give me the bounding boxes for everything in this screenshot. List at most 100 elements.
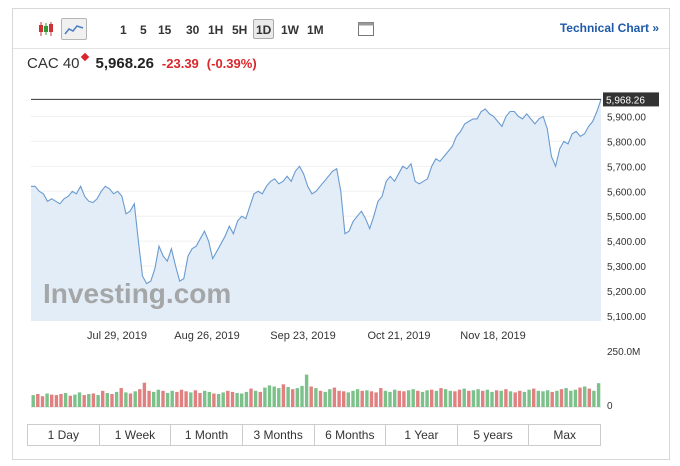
- volume-bar: [323, 391, 327, 407]
- volume-bar: [532, 388, 536, 407]
- volume-bar: [443, 389, 448, 407]
- volume-bar: [499, 390, 503, 407]
- volume-bar: [420, 391, 425, 407]
- volume-bar: [101, 390, 105, 407]
- volume-bar: [383, 390, 388, 407]
- volume-bar: [300, 385, 304, 407]
- volume-bar: [286, 387, 290, 407]
- volume-bar: [295, 388, 299, 407]
- volume-bar: [369, 391, 374, 407]
- volume-bar: [337, 390, 341, 407]
- volume-bar: [494, 390, 499, 407]
- area-chart-icon[interactable]: [61, 18, 87, 40]
- period-selector: 1 Day 1 Week 1 Month 3 Months 6 Months 1 Year…: [27, 424, 601, 446]
- timeframe-5h[interactable]: 5H: [232, 23, 248, 37]
- volume-bar: [569, 390, 573, 407]
- volume-bar: [114, 391, 119, 407]
- volume-bar: [91, 393, 96, 407]
- period-max[interactable]: Max: [553, 428, 577, 442]
- period-1-month[interactable]: 1 Month: [171, 425, 243, 445]
- technical-chart-link[interactable]: Technical Chart »: [559, 21, 659, 35]
- x-tick-label: Jul 29, 2019: [87, 330, 147, 342]
- y-tick-label: 5,400.00: [607, 237, 646, 248]
- candlestick-icon[interactable]: [33, 18, 59, 40]
- period-3-months[interactable]: 3 Months: [243, 425, 315, 445]
- volume-bar: [203, 390, 207, 407]
- volume-bar: [453, 391, 457, 407]
- volume-bar: [365, 390, 369, 407]
- timeframe-1w[interactable]: 1W: [281, 23, 299, 37]
- y-tick-label: 5,700.00: [607, 162, 646, 173]
- volume-bar: [31, 395, 35, 407]
- volume-bar: [124, 392, 128, 407]
- volume-bar: [545, 390, 550, 407]
- y-tick-label: 5,300.00: [607, 262, 646, 273]
- volume-bar: [175, 391, 179, 407]
- period-1-day[interactable]: 1 Day: [28, 425, 100, 445]
- volume-bar: [555, 390, 559, 407]
- volume-bar: [184, 391, 188, 407]
- volume-bar: [342, 391, 346, 407]
- volume-bar: [318, 390, 323, 407]
- volume-bar: [434, 390, 439, 407]
- price-line: [31, 99, 602, 285]
- x-tick-label: Nov 18, 2019: [460, 330, 525, 342]
- volume-bar: [476, 389, 480, 407]
- volume-bar: [216, 394, 221, 407]
- quote-header: CAC 40 5,968.26 -23.39 (-0.39%): [27, 52, 257, 77]
- timeframe-1d[interactable]: 1D: [253, 19, 275, 39]
- volume-bar: [272, 386, 276, 407]
- volume-bar: [462, 388, 466, 407]
- volume-bar: [59, 394, 63, 407]
- volume-bar: [416, 390, 420, 407]
- volume-bar: [281, 384, 286, 407]
- volume-bar: [82, 395, 86, 407]
- volume-bar: [235, 393, 239, 407]
- volume-bar: [96, 395, 100, 407]
- volume-bar: [50, 394, 54, 407]
- volume-bar: [244, 391, 249, 407]
- volume-bar: [332, 387, 337, 407]
- volume-bar: [518, 390, 522, 407]
- volume-bar: [490, 391, 494, 407]
- timeframe-5[interactable]: 5: [140, 23, 147, 37]
- period-1-year[interactable]: 1 Year: [386, 425, 458, 445]
- volume-bar: [527, 389, 531, 407]
- timeframe-1h[interactable]: 1H: [208, 23, 224, 37]
- settings-panel-icon[interactable]: [353, 18, 379, 40]
- volume-bar: [402, 391, 406, 407]
- volume-bar: [161, 390, 165, 407]
- volume-bar: [110, 394, 114, 407]
- timeframe-15[interactable]: 15: [158, 23, 172, 37]
- y-tick-label: 5,800.00: [607, 137, 646, 148]
- timeframe-30[interactable]: 30: [186, 23, 200, 37]
- price-chart[interactable]: 5,100.00 5,200.00 5,300.00 5,400.00 5,500.00…: [13, 85, 669, 421]
- volume-bar: [550, 391, 554, 407]
- volume-bar: [360, 390, 364, 407]
- y-tick-label: 5,500.00: [607, 212, 646, 223]
- instrument-name: CAC 40: [27, 55, 80, 72]
- volume-bar: [263, 387, 267, 407]
- period-6-months[interactable]: 6 Months: [315, 425, 387, 445]
- volume-bar: [193, 390, 198, 407]
- y-tick-label: 5,900.00: [607, 112, 646, 123]
- x-tick-label: Aug 26, 2019: [174, 330, 239, 342]
- volume-bar: [448, 390, 452, 407]
- market-status-icon: [80, 52, 89, 62]
- period-1-week[interactable]: 1 Week: [100, 425, 172, 445]
- volume-bar: [77, 392, 82, 407]
- volume-bar: [355, 389, 360, 407]
- x-tick-label: Sep 23, 2019: [270, 330, 335, 342]
- volume-bar: [165, 393, 170, 407]
- volume-bar: [54, 395, 59, 407]
- volume-bar: [504, 389, 508, 407]
- chart-widget: 1 5 15 30 1H 5H 1D 1W 1M Technical Chart » CAC 4…: [12, 8, 670, 460]
- volume-bar: [249, 388, 253, 407]
- volume-bar: [179, 389, 184, 407]
- timeframe-1m[interactable]: 1M: [307, 23, 324, 37]
- timeframe-1[interactable]: 1: [120, 23, 127, 37]
- volume-bar: [73, 394, 77, 407]
- volume-bar: [304, 374, 309, 407]
- price-change-percent: (-0.39%): [206, 56, 257, 71]
- period-5-years[interactable]: 5 years: [458, 425, 530, 445]
